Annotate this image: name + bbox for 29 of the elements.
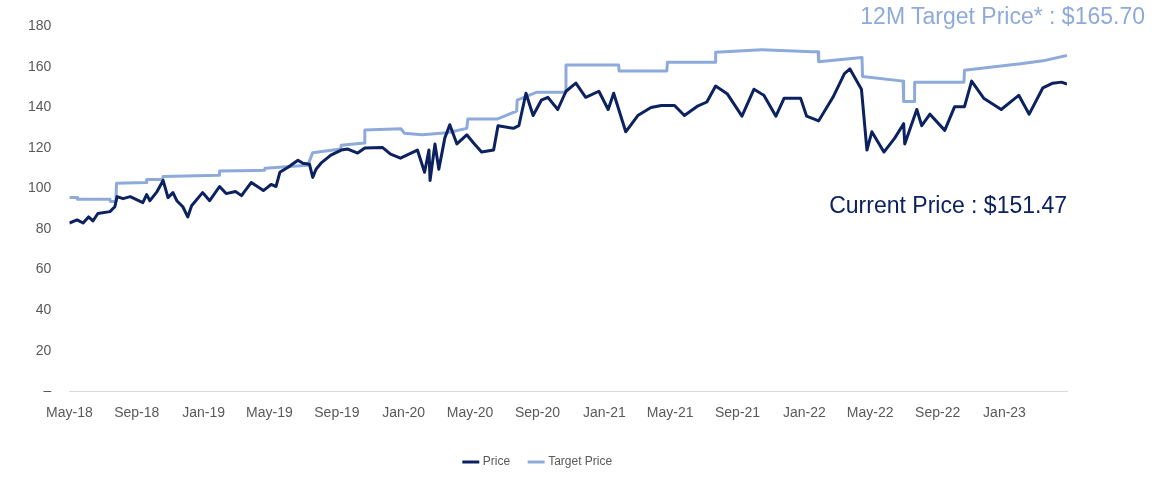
y-tick-label: 140 <box>28 98 52 115</box>
y-tick-label: 40 <box>35 300 52 317</box>
annotation: 12M Target Price* : $165.70 <box>860 3 1145 30</box>
x-tick-label: May-22 <box>846 404 894 421</box>
x-tick-label: Jan-22 <box>783 404 827 421</box>
x-tick-label: May-21 <box>646 404 694 421</box>
x-tick-label: May-20 <box>446 404 494 421</box>
legend-label: Target Price <box>548 454 613 469</box>
x-tick-label: Jan-19 <box>182 404 226 421</box>
x-tick-label: Sep-18 <box>114 404 160 421</box>
x-tick-label: Sep-22 <box>915 404 961 421</box>
legend-label: Price <box>482 454 511 469</box>
y-tick-label: 120 <box>28 138 52 155</box>
y-tick-label: 180 <box>28 17 52 34</box>
x-tick-label: Sep-21 <box>714 404 761 421</box>
annotation: Current Price : $151.47 <box>829 191 1067 218</box>
y-tick-label: 20 <box>35 341 52 358</box>
y-tick-label: 100 <box>28 179 52 196</box>
x-tick-label: Jan-23 <box>983 404 1027 421</box>
x-tick-label: Jan-20 <box>382 404 426 421</box>
x-tick-label: Sep-20 <box>514 404 561 421</box>
y-tick-label: 60 <box>35 260 52 277</box>
x-tick-label: Sep-19 <box>314 404 360 421</box>
x-tick-label: May-19 <box>246 404 293 421</box>
y-tick-label: 80 <box>35 219 52 236</box>
x-tick-label: May-18 <box>46 404 93 421</box>
x-tick-label: Jan-21 <box>582 404 626 421</box>
y-tick-label: – <box>43 382 52 399</box>
y-tick-label: 160 <box>28 57 52 74</box>
